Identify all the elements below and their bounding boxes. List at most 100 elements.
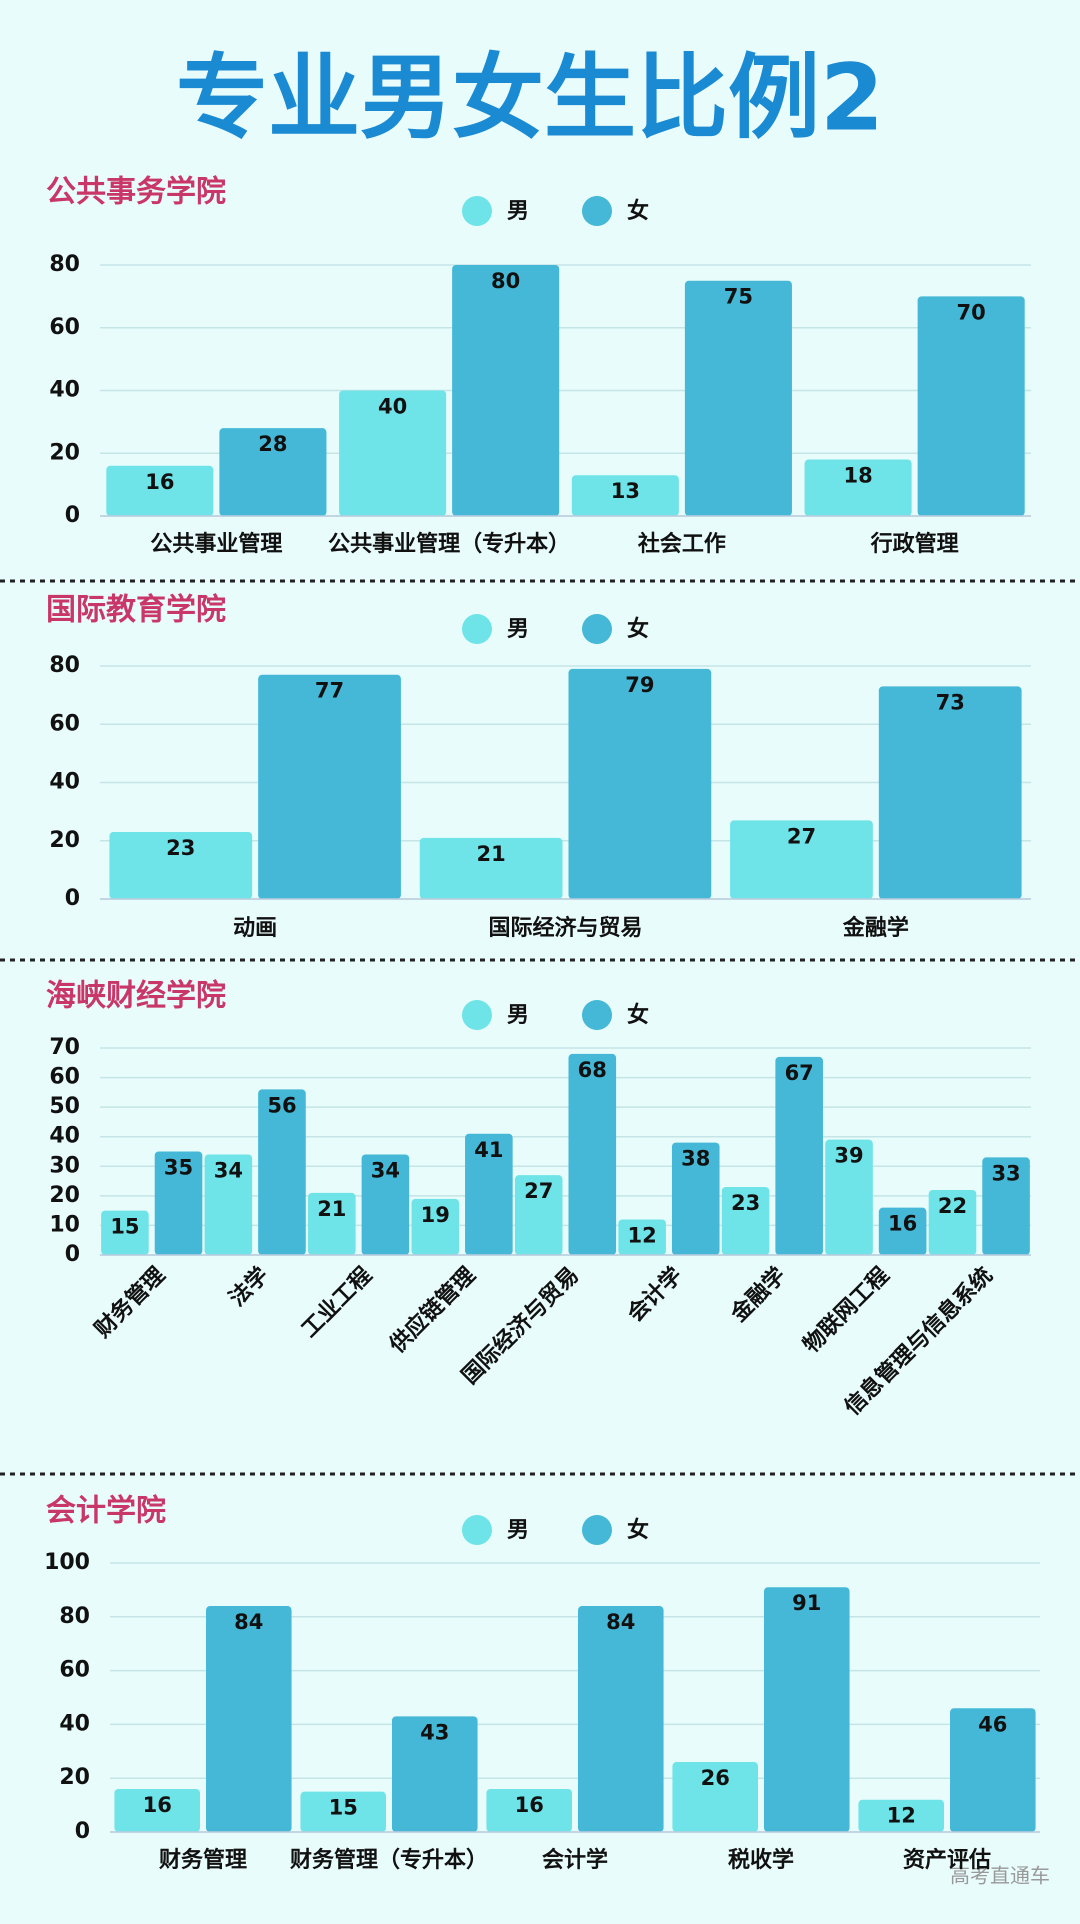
bar: [300, 1791, 386, 1832]
data-label: 21: [477, 842, 506, 866]
y-tick-label: 40: [59, 1711, 90, 1736]
bar: [950, 1708, 1036, 1832]
data-label: 28: [258, 432, 287, 456]
data-label: 79: [625, 673, 654, 697]
x-tick-label: 公共事业管理: [150, 531, 282, 557]
bar: [339, 390, 447, 516]
x-tick-label: 法学: [224, 1262, 274, 1312]
bar: [928, 1189, 977, 1255]
data-label: 35: [164, 1156, 193, 1180]
y-tick-label: 100: [44, 1550, 90, 1575]
y-tick-label: 60: [49, 711, 80, 736]
x-tick-label: 财务管理: [90, 1262, 171, 1343]
bar: [258, 1089, 306, 1255]
y-tick-label: 0: [75, 1819, 90, 1844]
bar: [804, 459, 912, 516]
bar: [465, 1133, 513, 1255]
bar: [671, 1142, 720, 1255]
section-title: 会计学院: [46, 1494, 166, 1529]
data-label: 77: [315, 679, 344, 703]
bar: [109, 832, 253, 899]
data-label: 16: [515, 1793, 544, 1817]
data-label: 19: [421, 1203, 450, 1227]
data-label: 12: [628, 1224, 657, 1248]
bar: [568, 668, 712, 899]
legend-swatch: [582, 1000, 612, 1030]
y-tick-label: 60: [49, 1065, 80, 1090]
y-tick-label: 0: [65, 886, 80, 911]
bar: [206, 1606, 292, 1832]
data-label: 21: [317, 1197, 346, 1221]
x-tick-label: 物联网工程: [798, 1262, 894, 1358]
bar: [982, 1157, 1030, 1255]
section-title: 公共事务学院: [46, 175, 226, 210]
data-label: 91: [792, 1591, 821, 1615]
legend-swatch: [462, 1000, 492, 1030]
bar: [114, 1788, 200, 1832]
data-label: 16: [145, 470, 174, 494]
x-tick-label: 国际经济与贸易: [488, 915, 642, 941]
data-label: 68: [578, 1058, 607, 1082]
x-tick-label: 社会工作: [638, 531, 726, 557]
y-tick-label: 0: [65, 503, 80, 528]
y-tick-label: 10: [49, 1212, 80, 1237]
section-title: 海峡财经学院: [46, 979, 226, 1014]
legend-swatch: [462, 1515, 492, 1545]
y-tick-label: 20: [49, 1183, 80, 1208]
y-tick-label: 0: [65, 1242, 80, 1267]
x-tick-label: 财务管理（专升本）: [290, 1847, 488, 1873]
data-label: 34: [214, 1158, 243, 1182]
bar: [571, 475, 679, 516]
data-label: 27: [524, 1179, 553, 1203]
bar: [568, 1053, 617, 1255]
data-label: 13: [611, 479, 640, 503]
y-tick-label: 40: [49, 1124, 80, 1149]
x-tick-label: 会计学: [622, 1262, 687, 1327]
x-tick-label: 公共事业管理（专升本）: [328, 531, 570, 557]
y-tick-label: 20: [59, 1765, 90, 1790]
bar: [486, 1788, 572, 1832]
legend-swatch: [462, 196, 492, 226]
x-tick-label: 供应链管理: [384, 1262, 481, 1359]
bar: [878, 686, 1022, 899]
page-title: 专业男女生比例2: [176, 44, 884, 151]
bar: [106, 465, 214, 516]
y-tick-label: 50: [49, 1094, 80, 1119]
legend-label: 女: [627, 198, 649, 224]
bar: [618, 1219, 666, 1255]
data-label: 70: [957, 300, 986, 324]
data-label: 56: [267, 1093, 296, 1117]
data-label: 16: [143, 1793, 172, 1817]
data-label: 84: [234, 1610, 263, 1634]
bar: [219, 428, 327, 516]
data-label: 12: [887, 1804, 916, 1828]
bar: [764, 1587, 850, 1832]
y-tick-label: 40: [49, 378, 80, 403]
data-label: 26: [701, 1766, 730, 1790]
bar: [361, 1154, 410, 1255]
bar: [419, 837, 563, 899]
x-tick-label: 税收学: [728, 1847, 794, 1873]
bar: [411, 1198, 460, 1255]
legend-swatch: [582, 1515, 612, 1545]
data-label: 23: [731, 1191, 760, 1215]
bar: [858, 1799, 944, 1832]
bar: [452, 265, 560, 516]
legend-swatch: [462, 614, 492, 644]
data-label: 27: [787, 824, 816, 848]
bar: [917, 296, 1025, 516]
x-tick-label: 会计学: [542, 1847, 608, 1873]
bar: [514, 1175, 563, 1255]
data-label: 16: [888, 1212, 917, 1236]
section-title: 国际教育学院: [46, 593, 226, 628]
bar: [775, 1056, 823, 1255]
data-label: 15: [329, 1796, 358, 1820]
y-tick-label: 60: [59, 1658, 90, 1683]
legend-label: 男: [507, 199, 529, 224]
legend-swatch: [582, 196, 612, 226]
data-label: 15: [110, 1215, 139, 1239]
bar: [101, 1210, 149, 1255]
data-label: 23: [166, 836, 195, 860]
legend-label: 男: [507, 1518, 529, 1543]
